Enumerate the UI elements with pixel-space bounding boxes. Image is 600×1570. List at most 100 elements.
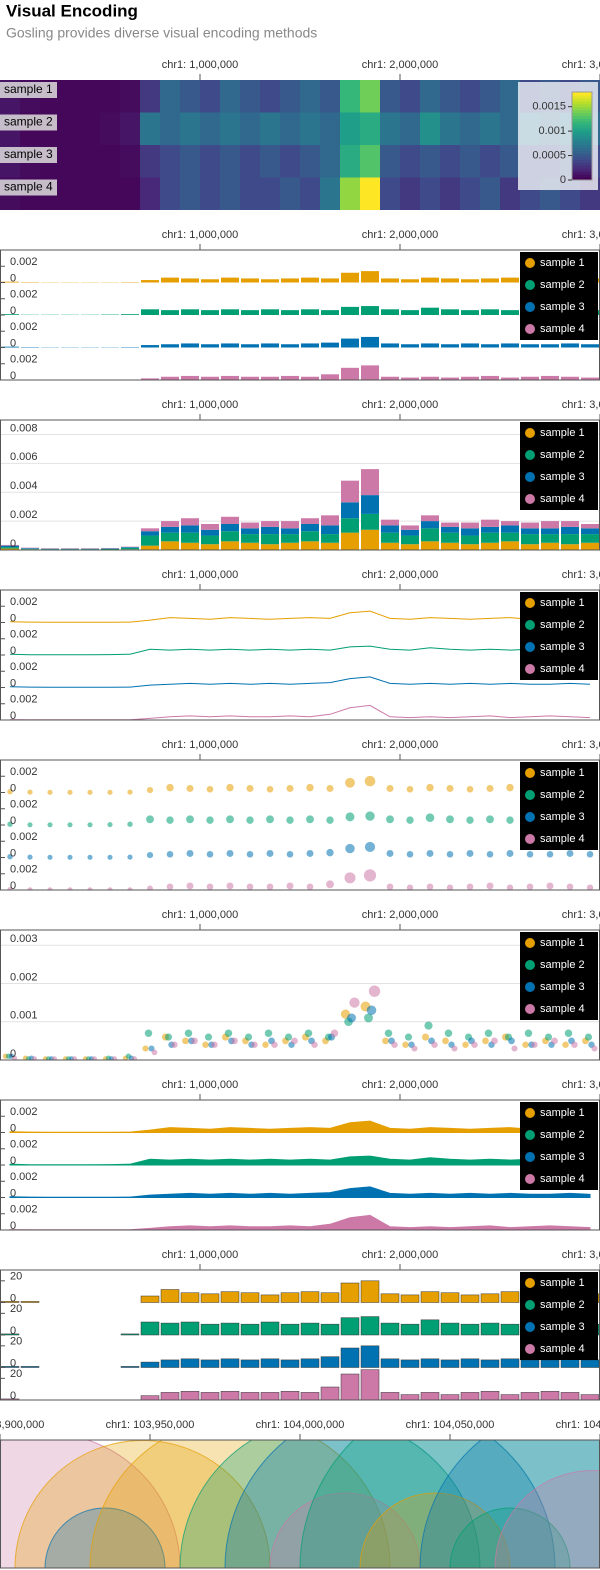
arc [299, 1440, 600, 1568]
bar [381, 309, 399, 315]
bar [521, 376, 539, 380]
colorbar-step [572, 159, 592, 163]
heatmap-cell [400, 112, 421, 146]
heatmap-cell [100, 112, 121, 146]
rect-bar [400, 1323, 420, 1336]
stacked-bar [361, 529, 379, 550]
point [107, 789, 113, 795]
point [364, 775, 376, 787]
stacked-bar [461, 544, 479, 550]
x-tick-label: chr1: 104,050,000 [406, 1419, 495, 1431]
arc [14, 1440, 271, 1568]
legend-swatch [525, 598, 535, 608]
x-tick-label: chr1: 3,000,000 [562, 739, 600, 751]
bar [541, 344, 559, 348]
legend-swatch [525, 642, 535, 652]
colorbar-step [572, 124, 592, 128]
stacked-bar [341, 518, 359, 533]
rect-bar [260, 1321, 280, 1336]
rect-bar [420, 1291, 440, 1303]
y-tick-label: 20 [10, 1368, 22, 1380]
colorbar-step [572, 147, 592, 152]
stacked-bar [161, 521, 179, 527]
track [0, 433, 600, 550]
arc [419, 1440, 600, 1568]
stacked-bar [181, 532, 199, 543]
y-tick-label: 0.002 [10, 1106, 38, 1118]
point [486, 882, 494, 890]
point [206, 883, 214, 890]
area [9, 1155, 591, 1166]
x-tick-label: chr1: 104,000,000 [256, 1419, 345, 1431]
rect-bar [160, 1289, 180, 1303]
heatmap-cell [120, 112, 141, 146]
rect-bar [320, 1356, 340, 1368]
rect-bar [540, 1391, 560, 1400]
legend-label: sample 3 [540, 471, 585, 483]
stacked-bar [461, 528, 479, 536]
scatter-point [264, 1029, 273, 1037]
bar [481, 375, 499, 380]
rect-bar [560, 1392, 580, 1400]
bar [281, 375, 299, 380]
row-label: sample 3 [4, 147, 53, 161]
rect-bar [220, 1322, 240, 1336]
bar [281, 344, 299, 348]
arc [0, 1440, 181, 1568]
stacked-bar [461, 522, 479, 529]
heatmap-cell [220, 145, 241, 178]
x-tick-label: chr1: 1,000,000 [162, 739, 238, 751]
heatmap-cell [60, 80, 81, 113]
heatmap-cell [100, 177, 121, 210]
point [67, 854, 73, 860]
point [306, 883, 314, 890]
point [27, 789, 33, 795]
point [345, 843, 355, 854]
bar [381, 278, 399, 283]
legend-label: sample 4 [540, 1003, 585, 1015]
y-tick-label: 0 [10, 538, 16, 550]
y-tick-label: 0 [10, 677, 16, 689]
stacked-bar [161, 532, 179, 542]
y-tick-label: 20 [10, 1336, 22, 1348]
stacked-bar [381, 542, 399, 550]
heatmap-cell [200, 80, 221, 113]
bar [361, 365, 379, 380]
legend-swatch [525, 1108, 535, 1118]
bar [321, 310, 339, 315]
y-tick-label: 0.002 [10, 256, 38, 268]
rect-bar [140, 1321, 160, 1336]
heatmap-cell [280, 80, 301, 113]
heatmap-cell [80, 177, 101, 210]
y-tick-label: 0 [10, 880, 16, 892]
stacked-bar [481, 519, 499, 527]
stacked-bar [541, 521, 559, 529]
legend-swatch [525, 938, 535, 948]
rect-bar [240, 1323, 260, 1336]
rect-bar [320, 1386, 340, 1400]
y-tick-label: 0.002 [10, 1204, 38, 1216]
legend-swatch [525, 472, 535, 482]
arc [269, 1492, 421, 1568]
stacked-bar [181, 518, 199, 526]
legend-label: sample 3 [540, 981, 585, 993]
row-label-box [0, 147, 57, 163]
rect-bar [180, 1358, 200, 1368]
heatmap-cell [120, 80, 141, 113]
heatmap-cell [260, 177, 281, 210]
stacked-bar [161, 526, 179, 533]
y-tick-label: 0.002 [10, 1171, 38, 1183]
heatmap-cell [140, 112, 161, 146]
rect-bar [20, 1301, 40, 1303]
stacked-bar [501, 532, 519, 542]
stacked-bar [441, 522, 459, 527]
point [363, 869, 377, 882]
stacked-bar [381, 519, 399, 526]
heatmap-cell [280, 112, 301, 146]
point [286, 784, 294, 792]
arc [449, 1507, 571, 1568]
bar [221, 277, 239, 283]
point [466, 785, 474, 793]
stacked-bar [541, 528, 559, 535]
stacked-bar [561, 534, 579, 545]
